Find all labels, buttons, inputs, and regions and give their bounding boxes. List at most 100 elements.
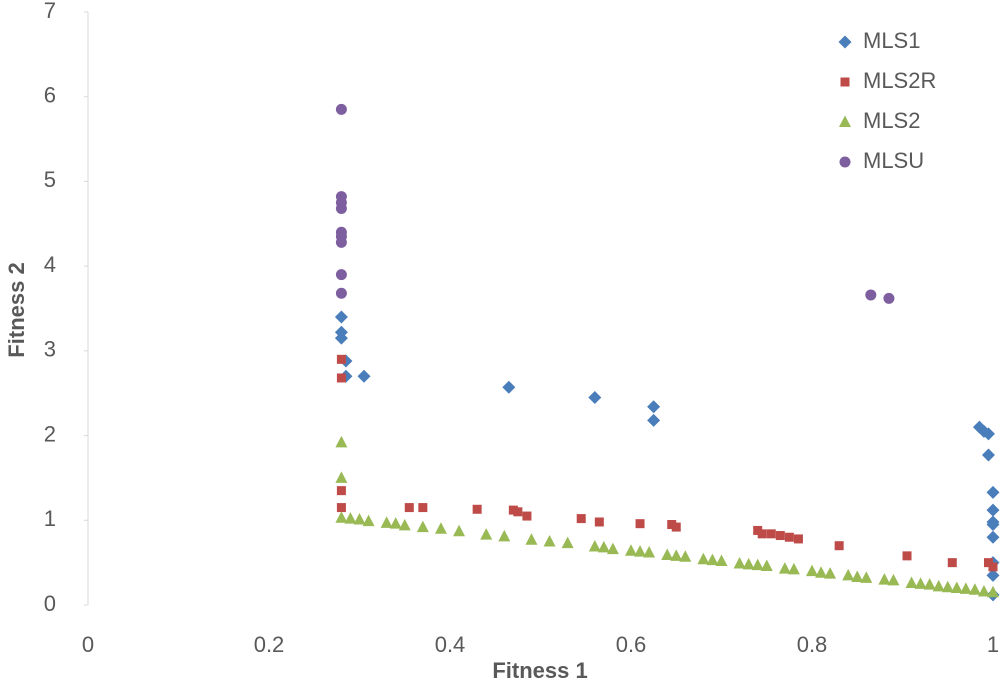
data-point: [606, 542, 619, 555]
data-point: [525, 533, 538, 545]
data-point: [987, 585, 999, 598]
data-point: [679, 550, 692, 562]
data-point: [513, 507, 523, 517]
data-point: [947, 558, 957, 568]
data-point: [983, 558, 993, 568]
y-tick-label: 3: [44, 337, 56, 362]
y-axis-title: Fitness 2: [4, 262, 29, 357]
data-point: [522, 511, 532, 521]
y-tick-label: 0: [44, 591, 56, 616]
data-point: [335, 236, 347, 248]
data-point: [815, 566, 828, 578]
data-point: [667, 520, 677, 530]
data-point: [335, 269, 347, 281]
x-tick-label: 0.4: [435, 632, 466, 657]
data-point: [932, 579, 945, 592]
data-point: [357, 369, 371, 383]
data-point: [834, 541, 844, 551]
legend-label: MLSU: [863, 148, 924, 173]
data-point: [766, 529, 776, 539]
data-point: [336, 373, 346, 383]
data-point: [977, 584, 990, 597]
data-point: [362, 514, 375, 527]
data-point: [860, 571, 873, 583]
data-point: [336, 486, 346, 496]
data-point: [543, 534, 556, 547]
data-point: [706, 553, 719, 566]
data-point: [502, 380, 516, 394]
data-point: [335, 103, 347, 115]
data-point: [865, 289, 877, 301]
data-point: [697, 552, 710, 565]
data-point: [775, 531, 785, 541]
legend-label: MLS2R: [863, 68, 936, 93]
data-point: [806, 564, 818, 577]
data-point: [988, 562, 998, 572]
data-point: [508, 505, 518, 515]
data-point: [941, 580, 954, 593]
data-point: [647, 413, 661, 427]
data-point: [981, 427, 995, 441]
data-point: [561, 536, 574, 549]
data-point: [751, 558, 764, 571]
data-point: [353, 512, 366, 525]
data-point: [418, 503, 428, 513]
data-point: [842, 568, 855, 581]
data-point: [778, 562, 791, 574]
data-point: [950, 581, 963, 594]
data-point: [986, 503, 1000, 517]
data-point: [824, 567, 837, 579]
data-point: [647, 400, 661, 414]
data-point: [986, 485, 1000, 499]
data-point: [472, 504, 482, 514]
y-tick-label: 5: [44, 167, 56, 192]
legend-label: MLS1: [863, 28, 920, 53]
data-point: [787, 562, 800, 575]
data-point: [887, 573, 900, 586]
data-point: [453, 524, 466, 537]
data-point: [480, 528, 493, 540]
data-point: [335, 203, 347, 215]
data-point: [416, 520, 429, 533]
x-tick-label: 1: [987, 632, 999, 657]
x-tick-label: 0.8: [797, 632, 828, 657]
data-point: [959, 582, 972, 594]
data-point: [883, 292, 895, 304]
legend-marker: [838, 35, 852, 49]
data-point: [784, 532, 794, 542]
data-point: [588, 390, 602, 404]
legend-label: MLS2: [863, 108, 920, 133]
x-axis-title: Fitness 1: [492, 658, 587, 683]
x-tick-label: 0.6: [616, 632, 647, 657]
data-point: [335, 287, 347, 299]
data-point: [742, 557, 755, 570]
data-point: [634, 545, 647, 557]
data-point: [336, 503, 346, 513]
data-point: [625, 544, 637, 556]
data-point: [715, 554, 728, 566]
data-point: [335, 471, 348, 483]
data-point: [851, 570, 864, 583]
data-point: [498, 529, 511, 542]
x-tick-label: 0: [82, 632, 94, 657]
data-point: [661, 548, 674, 561]
data-point: [334, 310, 348, 324]
data-point: [588, 540, 601, 552]
data-point: [398, 518, 411, 531]
data-point: [923, 578, 936, 590]
y-tick-label: 2: [44, 421, 56, 446]
data-point: [968, 583, 981, 595]
data-point: [334, 331, 348, 345]
y-tick-label: 6: [44, 83, 56, 108]
data-point: [733, 556, 746, 569]
data-point: [380, 516, 393, 528]
data-point: [671, 522, 681, 532]
data-point: [643, 545, 656, 558]
data-point: [594, 517, 604, 527]
y-tick-label: 1: [44, 506, 56, 531]
data-point: [760, 559, 773, 572]
x-tick-label: 0.2: [254, 632, 285, 657]
data-point: [757, 529, 767, 539]
